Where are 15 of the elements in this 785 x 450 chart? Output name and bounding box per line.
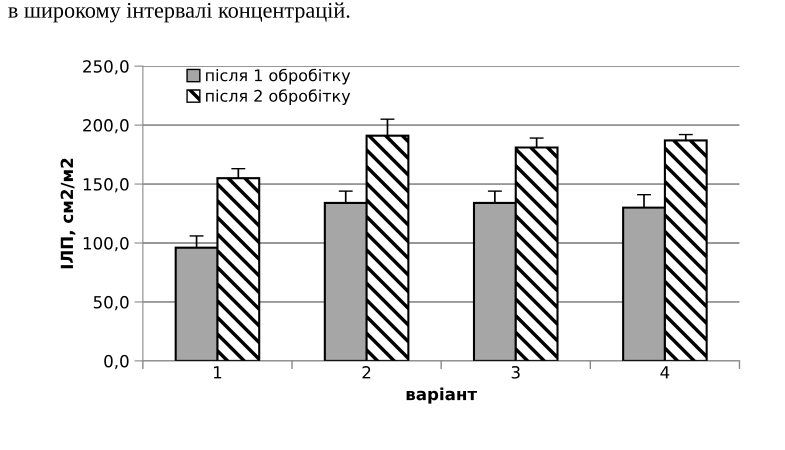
y-tick-label: 100,0 [84,236,129,252]
y-tick-label: 50,0 [94,296,129,310]
x-tick-label: 2 [362,366,370,378]
legend-label: після 2 обробітку [206,89,350,105]
y-axis-title: ІЛП, см2/м2 [60,158,76,268]
y-tick-label: 150,0 [84,178,129,192]
x-tick-label: 4 [660,366,670,378]
y-tick-label: 250,0 [83,60,129,74]
x-tick-label: 1 [214,366,222,378]
y-tick-label: 0,0 [104,354,129,370]
x-tick-label: 3 [512,366,520,379]
y-tick-label: 200,0 [83,119,129,134]
text: в широкому інтервалі концентрацій. [8,2,350,22]
legend-label: після 1 обробітку [206,68,350,84]
x-axis-title: варіант [406,387,478,404]
